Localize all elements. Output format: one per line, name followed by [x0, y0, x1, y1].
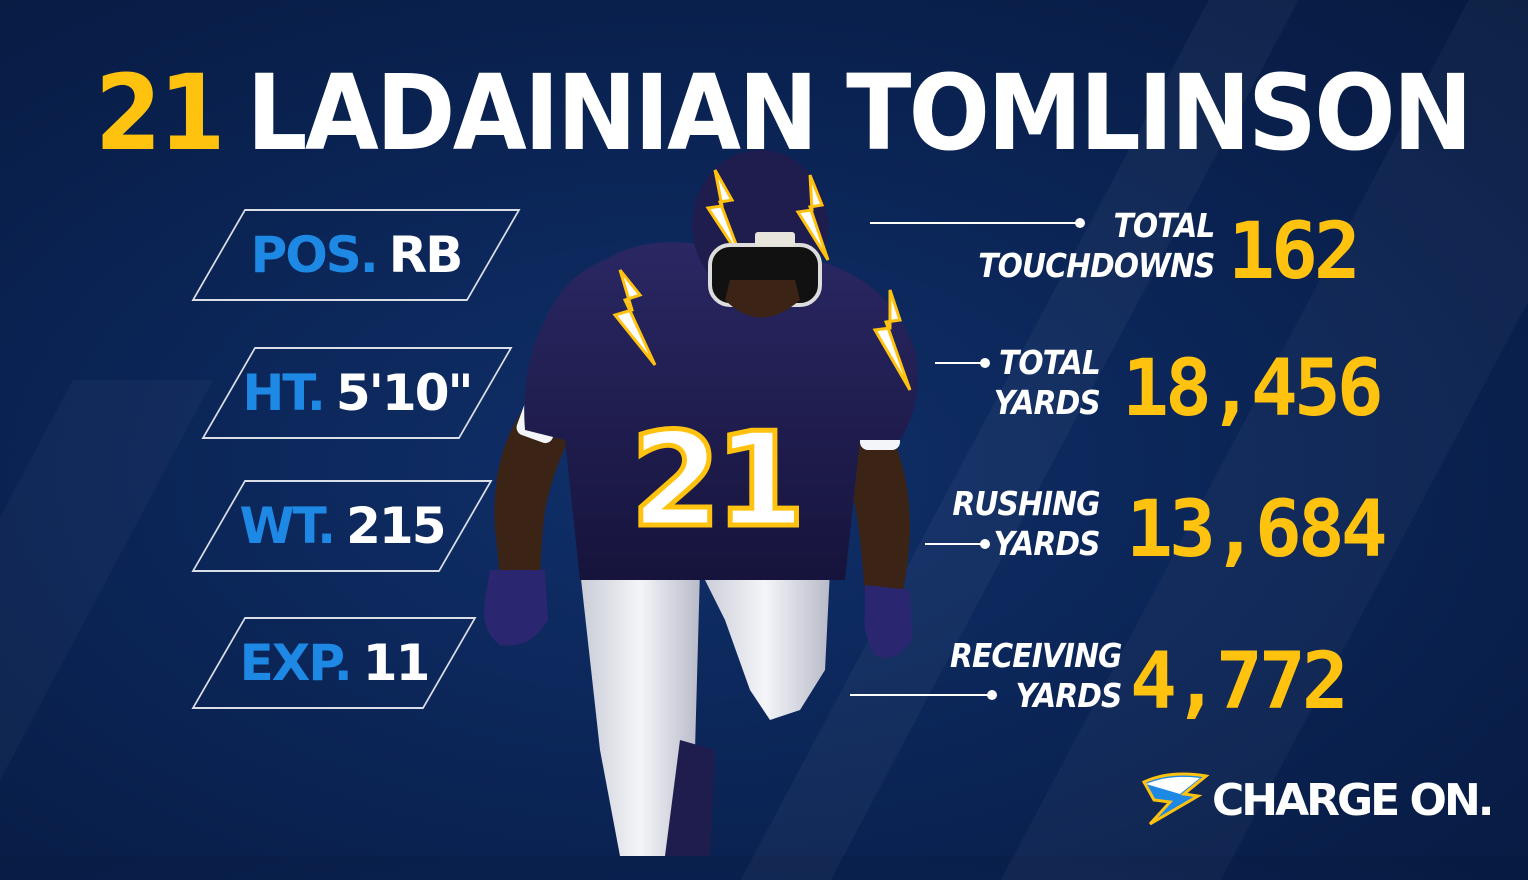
player-photo: 21 — [484, 150, 918, 856]
stat-label-line: RECEIVING — [950, 636, 1123, 675]
info-value-weight: 215 — [346, 497, 445, 555]
info-key-experience: EXP. — [239, 634, 351, 692]
stat-label-line: YARDS — [1015, 676, 1123, 715]
stat-value-receiving-yards: 4,772 — [1130, 637, 1349, 727]
slogan: CHARGE ON. — [1212, 775, 1494, 826]
stat-label-line: YARDS — [993, 524, 1101, 563]
jersey-number: 21 — [95, 52, 225, 174]
stat-label-receiving-yards: RECEIVING YARDS — [950, 636, 1123, 716]
info-box-weight: WT. 215 — [191, 480, 493, 572]
stat-value-touchdowns: 162 — [1228, 207, 1361, 297]
info-key-height: HT. — [242, 364, 324, 422]
stat-label-line: TOTAL — [1113, 206, 1215, 245]
leader-line — [850, 690, 997, 700]
leader-line — [870, 218, 1085, 228]
player-title: 21 LADAINIAN TOMLINSON — [95, 58, 1473, 168]
info-box-experience: EXP. 11 — [191, 617, 477, 709]
leader-line — [935, 358, 990, 368]
chargers-bolt-icon — [1141, 772, 1210, 826]
player-name: LADAINIAN TOMLINSON — [246, 52, 1473, 174]
info-value-height: 5'10" — [335, 364, 472, 422]
info-key-weight: WT. — [239, 497, 335, 555]
stat-value-rushing-yards: 13,684 — [1126, 485, 1388, 575]
info-box-position: POS. RB — [191, 209, 521, 301]
leader-line — [925, 539, 990, 549]
stat-label-line: TOUCHDOWNS — [977, 246, 1215, 285]
stat-label-touchdowns: TOTAL TOUCHDOWNS — [977, 206, 1215, 286]
stat-value-total-yards: 18,456 — [1122, 344, 1384, 434]
stat-label-rushing-yards: RUSHING YARDS — [952, 484, 1101, 564]
info-box-height: HT. 5'10" — [201, 347, 513, 439]
info-key-position: POS. — [250, 226, 377, 284]
brand-logo: CHARGE ON. — [1140, 768, 1500, 834]
background-stripe — [0, 380, 213, 880]
stat-label-line: RUSHING — [952, 484, 1101, 523]
info-value-position: RB — [388, 226, 462, 284]
stat-label-line: YARDS — [993, 383, 1101, 422]
stat-label-total-yards: TOTAL YARDS — [993, 343, 1101, 423]
info-value-experience: 11 — [362, 634, 429, 692]
svg-text:21: 21 — [631, 404, 800, 556]
stat-label-line: TOTAL — [999, 343, 1101, 382]
